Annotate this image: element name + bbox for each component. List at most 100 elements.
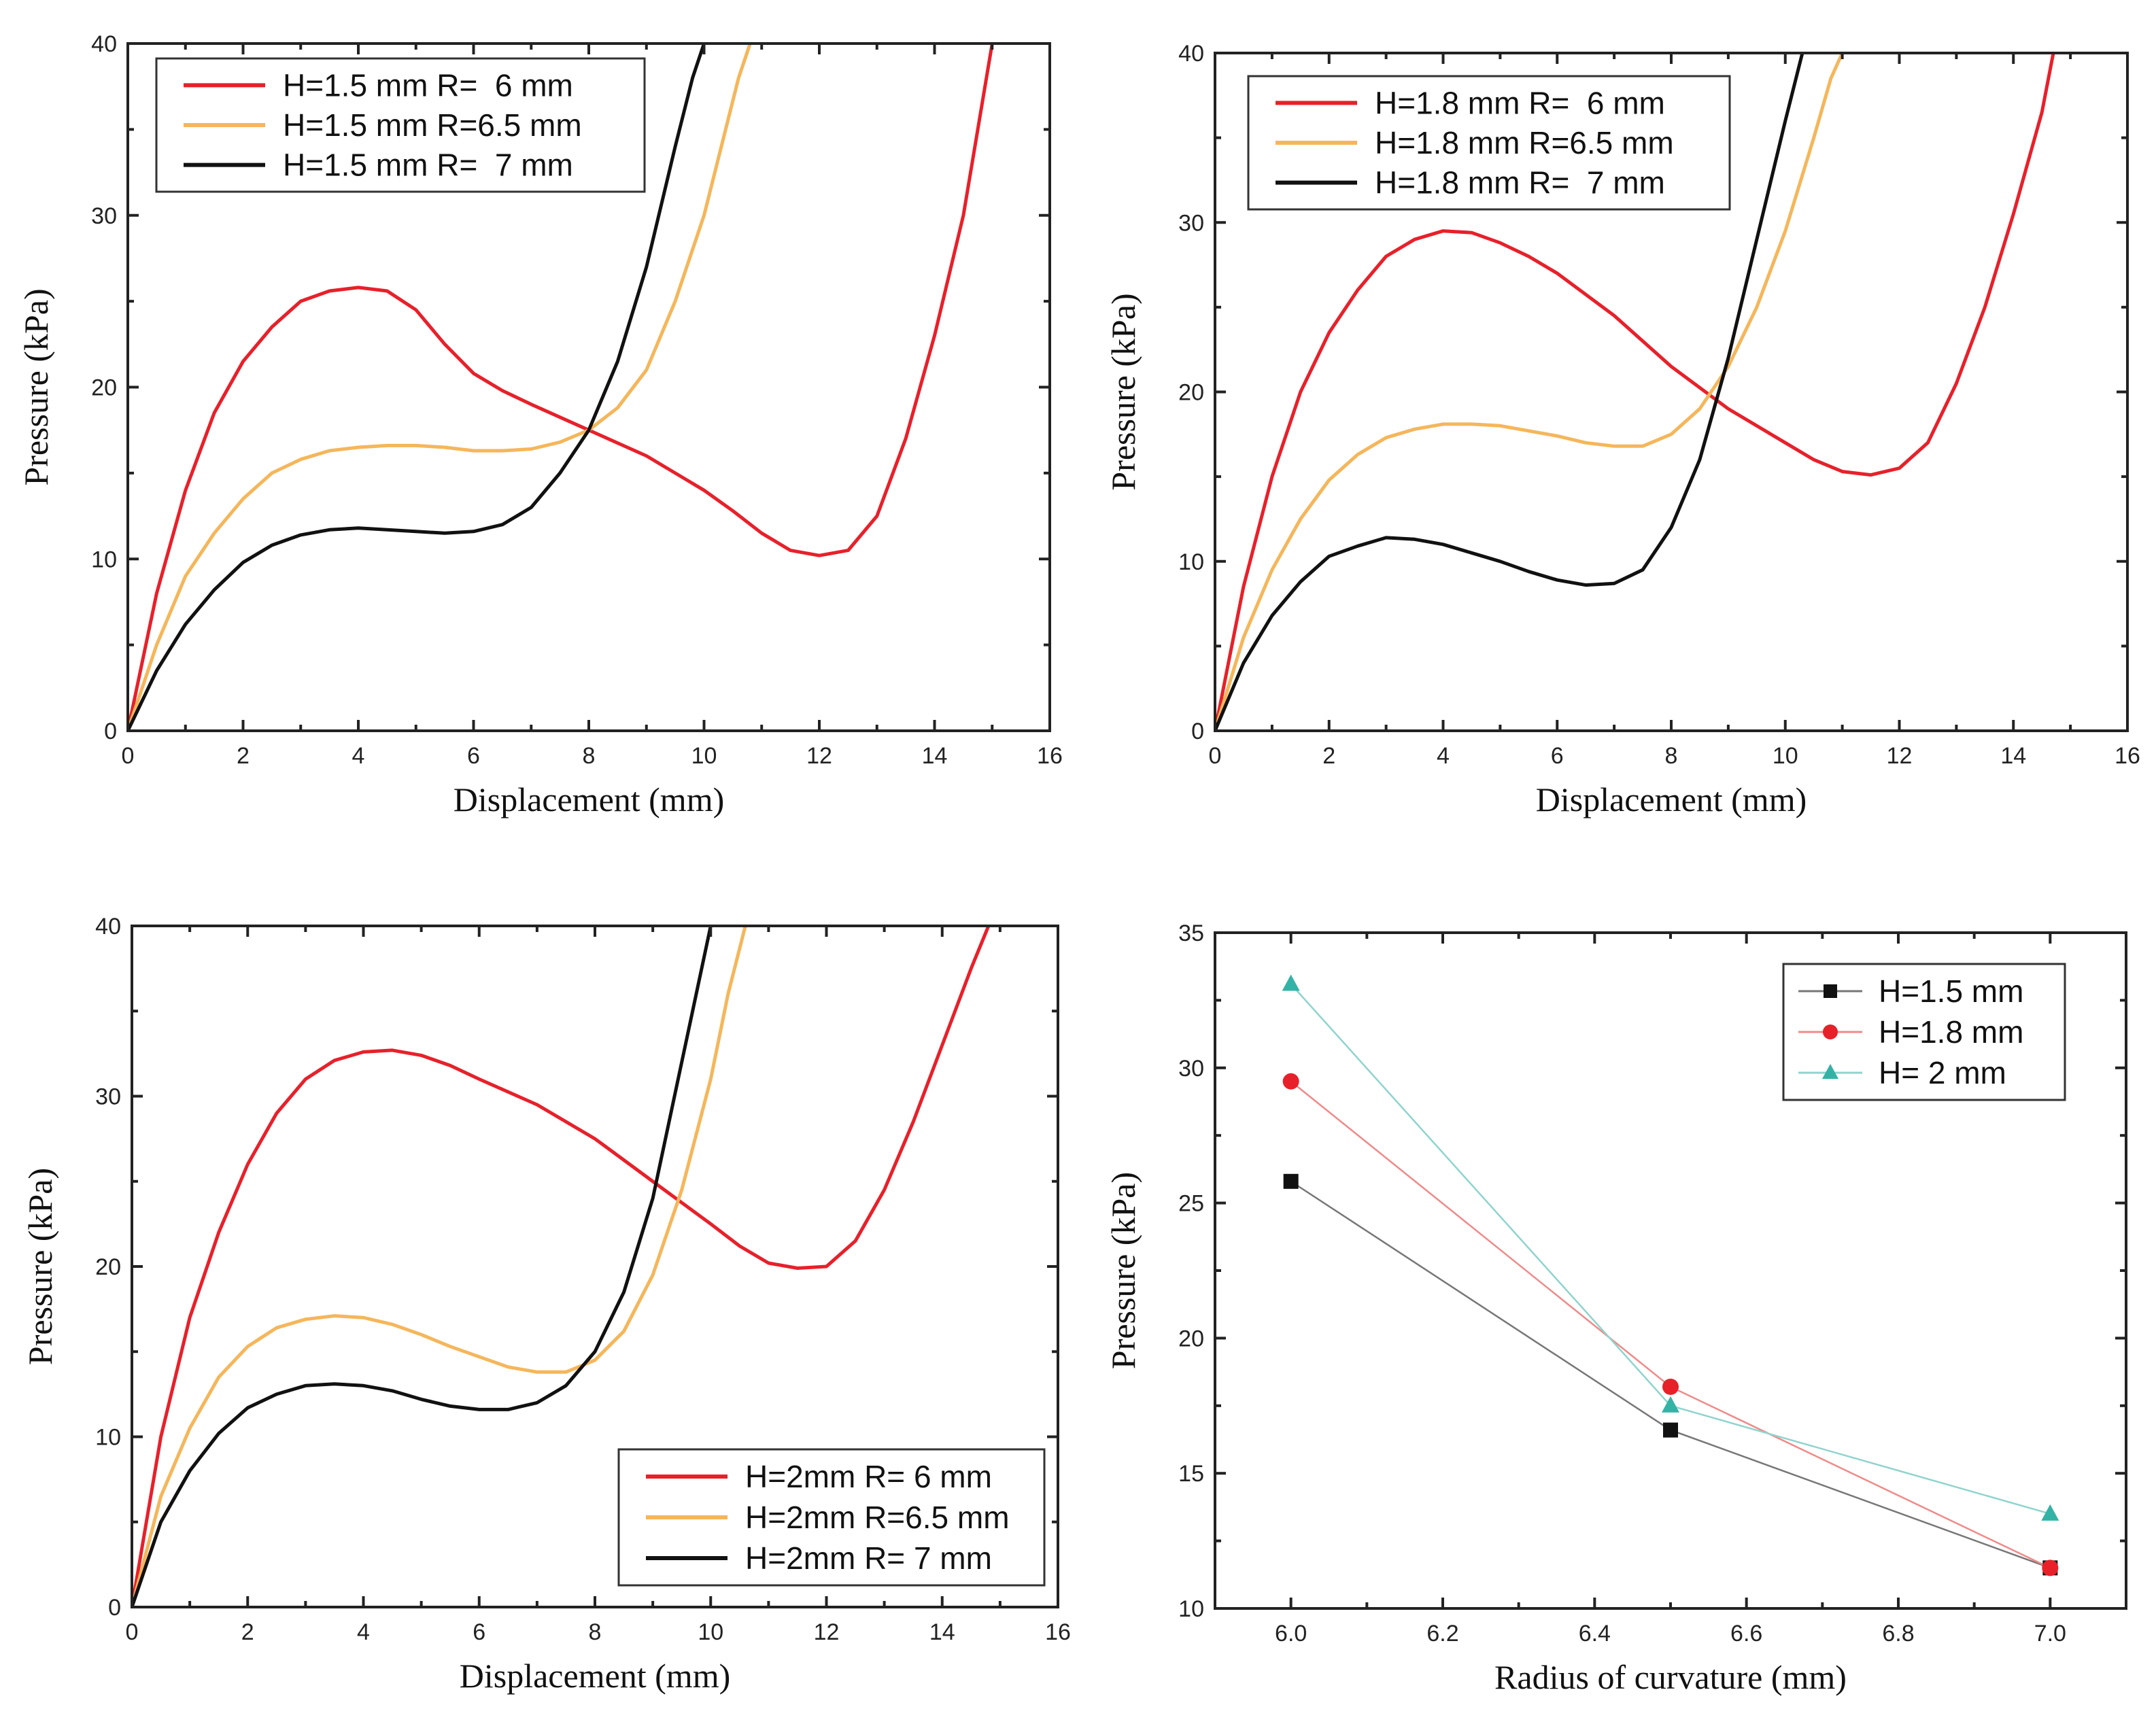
x-tick-label: 6.2 [1426, 1621, 1458, 1647]
x-axis-label: Displacement (mm) [454, 780, 725, 818]
x-tick-label: 12 [1887, 743, 1913, 769]
x-tick-label: 4 [1437, 743, 1450, 769]
series-line-1 [132, 926, 991, 1607]
x-tick-label: 10 [1773, 743, 1798, 769]
data-point-triangle [2041, 1504, 2059, 1521]
chart-panel-3: 0 2 4 6 8 10 12 14 16 0 10 20 30 40 Displacement (mm) P… [21, 914, 1071, 1695]
y-tick-label: 25 [1178, 1191, 1204, 1217]
legend: H=1.8 mm R= 6 mm H=1.8 mm R=6.5 mm H=1.8 m… [1247, 75, 1731, 211]
x-tick-label: 10 [698, 1619, 723, 1645]
y-axis-label: Pressure (kPa) [17, 288, 55, 485]
y-tick-label: 40 [1178, 41, 1204, 67]
series-line-1 [128, 44, 994, 731]
legend: H=1.5 mm R= 6 mm H=1.5 mm R=6.5 mm H=1.5 m… [155, 57, 646, 193]
legend-label: H= 2 mm [1879, 1055, 2006, 1090]
y-axis-label: Pressure (kPa) [1104, 293, 1142, 490]
x-tick-label: 10 [691, 743, 717, 769]
y-tick-label: 35 [1178, 920, 1204, 946]
x-tick-label: 8 [589, 1619, 602, 1645]
x-tick-label: 14 [2000, 743, 2026, 769]
x-tick-label: 6 [467, 743, 480, 769]
y-tick-label: 30 [91, 203, 117, 229]
y-tick-label: 20 [1178, 380, 1204, 406]
legend-label: H=1.8 mm R=6.5 mm [1375, 125, 1674, 160]
y-tick-label: 40 [95, 914, 121, 939]
x-tick-label: 16 [2115, 743, 2140, 769]
x-tick-label: 8 [583, 743, 596, 769]
data-point-circle [1662, 1378, 1679, 1395]
x-tick-label: 4 [352, 743, 365, 769]
data-point-square [1283, 1173, 1299, 1189]
x-tick-label: 14 [929, 1619, 955, 1645]
y-tick-label: 10 [91, 547, 117, 572]
legend-swatch-circle [1823, 1024, 1838, 1039]
legend: H=2mm R= 6 mm H=2mm R=6.5 mm H=2mm R= 7 mm [617, 1448, 1046, 1587]
y-tick-label: 30 [1178, 1056, 1204, 1082]
y-tick-label: 10 [95, 1425, 121, 1451]
x-axis-label: Displacement (mm) [460, 1657, 731, 1695]
x-tick-label: 6.8 [1882, 1621, 1914, 1647]
series-line-1 [1290, 1180, 2051, 1569]
x-axis-label: Radius of curvature (mm) [1494, 1658, 1847, 1696]
legend-label: H=2mm R=6.5 mm [745, 1500, 1010, 1535]
y-tick-label: 10 [1178, 549, 1204, 575]
chart-panel-1: 0 2 4 6 8 10 12 14 16 0 10 20 30 40 Displacement (mm) P… [17, 31, 1063, 818]
legend-label: H=1.8 mm R= 6 mm [1375, 85, 1665, 120]
x-tick-label: 6 [1551, 743, 1564, 769]
legend-label: H=1.8 mm R= 7 mm [1375, 165, 1665, 201]
y-tick-label: 10 [1178, 1596, 1204, 1622]
y-tick-label: 40 [91, 31, 117, 57]
legend-label: H=2mm R= 6 mm [745, 1459, 992, 1494]
legend-label: H=1.5 mm R= 7 mm [283, 148, 573, 183]
legend-swatch-square [1824, 984, 1837, 998]
legend-label: H=1.8 mm [1879, 1014, 2023, 1050]
x-tick-label: 14 [922, 743, 948, 769]
x-tick-label: 6.4 [1579, 1621, 1611, 1647]
x-tick-label: 0 [122, 743, 135, 769]
x-tick-label: 0 [1209, 743, 1222, 769]
x-tick-label: 12 [814, 1619, 840, 1645]
x-axis-label: Displacement (mm) [1536, 780, 1807, 818]
series-line-2 [1290, 1080, 2051, 1569]
legend-swatch-triangle [1822, 1064, 1838, 1079]
x-tick-label: 6 [473, 1619, 485, 1645]
y-tick-label: 0 [1191, 719, 1204, 744]
y-tick-label: 30 [1178, 210, 1204, 236]
y-tick-label: 30 [95, 1084, 121, 1110]
series-line-3 [132, 926, 713, 1607]
legend-label: H=1.5 mm R= 6 mm [283, 67, 573, 103]
legend: H=1.5 mm H=1.8 mm H= 2 mm [1782, 963, 2066, 1101]
data-point-square [1663, 1422, 1678, 1438]
x-tick-label: 16 [1037, 743, 1063, 769]
series-line-2 [132, 926, 747, 1607]
legend-label: H=2mm R= 7 mm [745, 1540, 992, 1576]
series-line-3 [128, 44, 706, 731]
x-tick-label: 2 [237, 743, 250, 769]
legend-label: H=1.5 mm R=6.5 mm [283, 107, 582, 143]
x-tick-label: 12 [806, 743, 832, 769]
y-tick-label: 0 [104, 719, 117, 744]
y-tick-label: 15 [1178, 1461, 1204, 1487]
data-point-circle [1282, 1073, 1299, 1090]
y-axis-label: Pressure (kPa) [1104, 1172, 1142, 1369]
x-tick-label: 4 [357, 1619, 370, 1645]
x-tick-label: 7.0 [2034, 1621, 2066, 1647]
series-line-2 [128, 44, 752, 731]
y-tick-label: 20 [91, 375, 117, 401]
x-tick-label: 16 [1045, 1619, 1071, 1645]
x-tick-label: 6.0 [1275, 1621, 1307, 1647]
series-line-2 [1215, 53, 1845, 731]
chart-panel-2: 0 2 4 6 8 10 12 14 16 0 10 20 30 40 Displacement (mm) P… [1104, 41, 2140, 818]
data-point-triangle [1282, 974, 1300, 991]
data-point-circle [2042, 1559, 2059, 1576]
data-point-triangle [1662, 1396, 1679, 1413]
x-tick-label: 8 [1665, 743, 1678, 769]
y-tick-label: 20 [95, 1254, 121, 1280]
legend-label: H=1.5 mm [1879, 973, 2023, 1009]
y-axis-label: Pressure (kPa) [21, 1168, 59, 1365]
x-tick-label: 2 [241, 1619, 254, 1645]
x-tick-label: 0 [126, 1619, 139, 1645]
series-line-1 [1215, 53, 2055, 731]
chart-panel-4: 6.0 6.2 6.4 6.6 6.8 7.0 10 15 20 25 30 35 Radius of … [1104, 920, 2127, 1696]
